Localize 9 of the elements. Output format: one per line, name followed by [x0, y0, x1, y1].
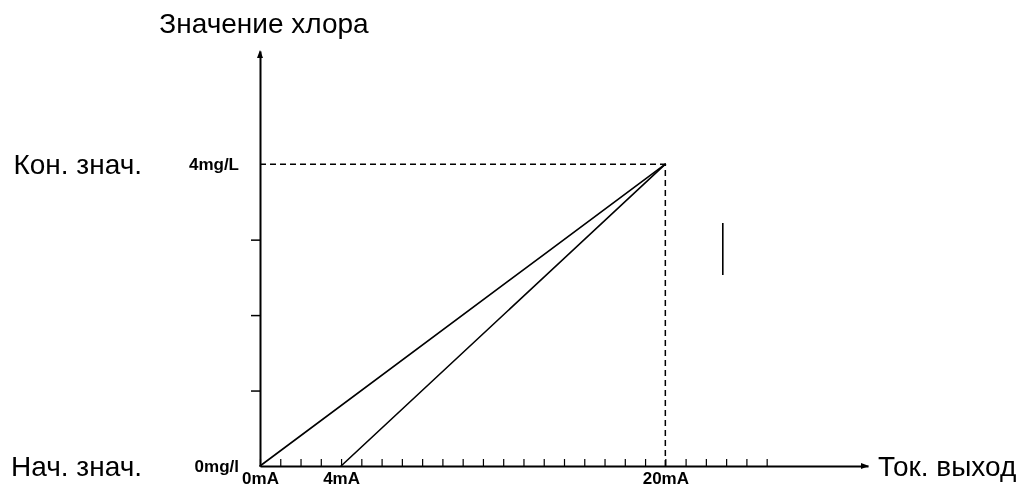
x-axis-title: Ток. выход	[878, 450, 1017, 482]
y-tick-label: 4mg/L	[188, 155, 239, 175]
y-tick-label: 0mg/l	[194, 456, 239, 476]
x-tick-label: 4mA	[323, 469, 360, 489]
text: Кон. знач.	[13, 148, 142, 180]
text: Нач. знач.	[11, 450, 142, 482]
x-tick-label: 20mA	[642, 469, 689, 489]
x-tick-label: 0mA	[242, 469, 279, 489]
y-axis-title: Значение хлора	[159, 8, 370, 39]
